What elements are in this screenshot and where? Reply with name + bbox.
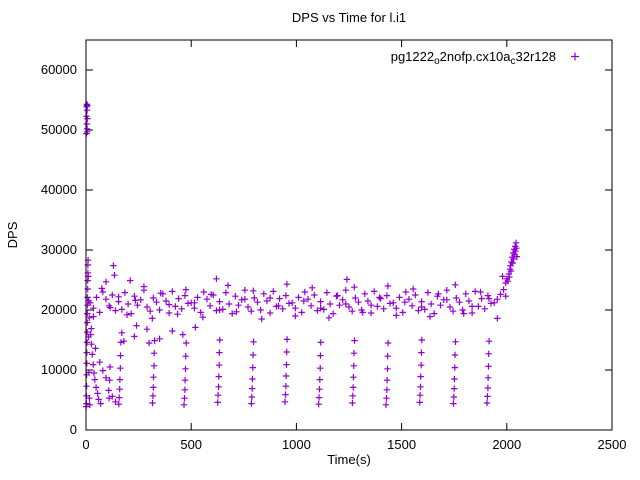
x-axis-label: Time(s) (327, 452, 371, 467)
x-tick-label: 2500 (598, 437, 627, 452)
x-tick-label: 2000 (492, 437, 521, 452)
y-tick-label: 40000 (41, 182, 77, 197)
plot-border (85, 39, 613, 431)
legend-plus-marker (571, 52, 579, 61)
x-tick-label: 500 (180, 437, 202, 452)
y-tick-label: 10000 (41, 362, 77, 377)
y-axis-label: DPS (5, 221, 20, 248)
series-plus-markers (83, 101, 521, 410)
x-tick-label: 1500 (387, 437, 416, 452)
y-tick-label: 30000 (41, 242, 77, 257)
legend-label: pg1222o2nofp.cx10ac32r128 (391, 49, 556, 67)
chart-title: DPS vs Time for l.i1 (292, 10, 406, 25)
legend: pg1222o2nofp.cx10ac32r128 (391, 49, 579, 67)
y-tick-label: 60000 (41, 62, 77, 77)
y-tick-label: 50000 (41, 122, 77, 137)
axes-ticks: 0 500 1000 1500 2000 2500 0 10000 20000 30000 4000… (41, 40, 627, 452)
y-tick-label: 20000 (41, 302, 77, 317)
y-tick-label: 0 (70, 422, 77, 437)
x-tick-label: 0 (82, 437, 89, 452)
scatter-points (83, 101, 521, 410)
x-tick-label: 1000 (282, 437, 311, 452)
